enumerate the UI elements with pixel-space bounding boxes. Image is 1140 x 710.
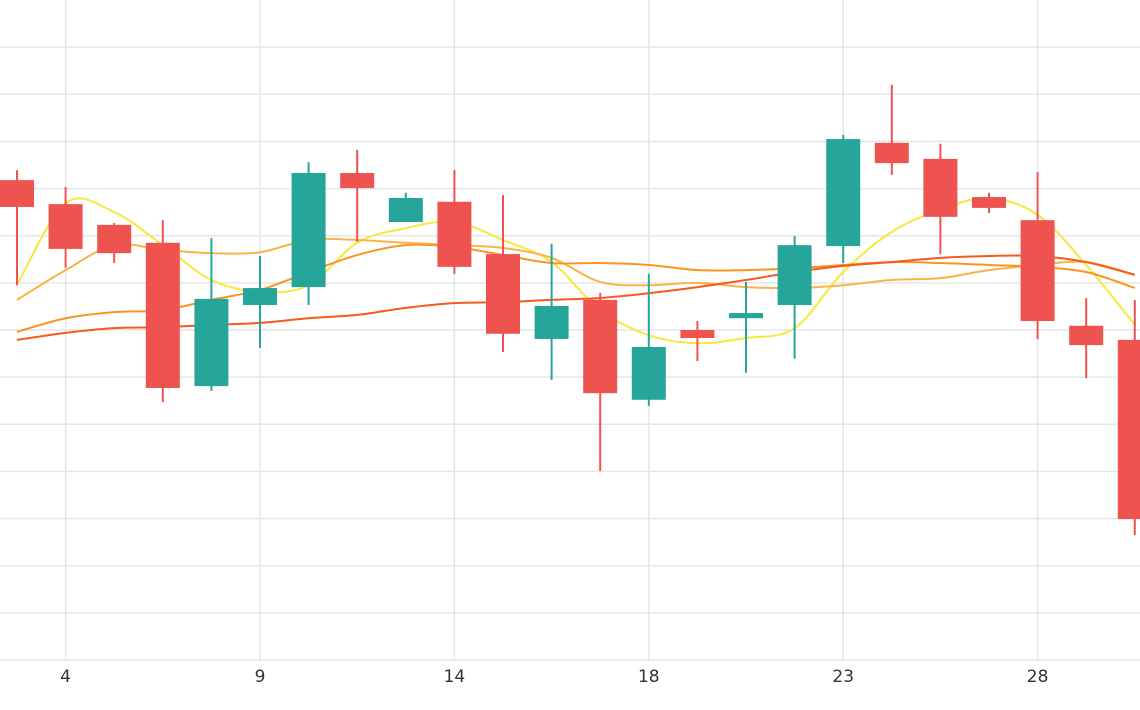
candle-body [777,245,812,306]
x-tick-label: 9 [255,667,266,687]
ma-line [16,237,1136,301]
candle-body [340,173,375,189]
x-tick-label: 4 [60,667,71,687]
candle-body [437,201,472,267]
x-tick-label: 14 [444,667,466,687]
candle-body [972,197,1006,208]
candle-body [680,330,715,339]
x-tick-label: 23 [832,667,854,687]
candle-body [826,139,861,247]
candle-body [1020,220,1055,322]
candle-body [631,346,666,400]
ma-line [16,243,1136,333]
candle-body [486,254,520,334]
candle-body [145,242,180,388]
x-tick-label: 28 [1027,667,1049,687]
x-tick-label: 18 [638,667,660,687]
candle-body [48,204,83,249]
candle-body [0,180,34,207]
ma-line [16,254,1136,341]
candle-body [729,313,763,319]
candle-body [1117,339,1140,520]
candle-body [388,198,423,223]
candle-body [97,224,132,254]
candle-body [534,305,569,339]
candle-body [243,288,277,306]
candle-body [194,298,229,387]
candle-body [1069,325,1104,346]
candle-body [291,173,326,288]
candle-body [874,142,909,164]
candle-body [583,299,618,394]
candle-body [923,158,958,217]
